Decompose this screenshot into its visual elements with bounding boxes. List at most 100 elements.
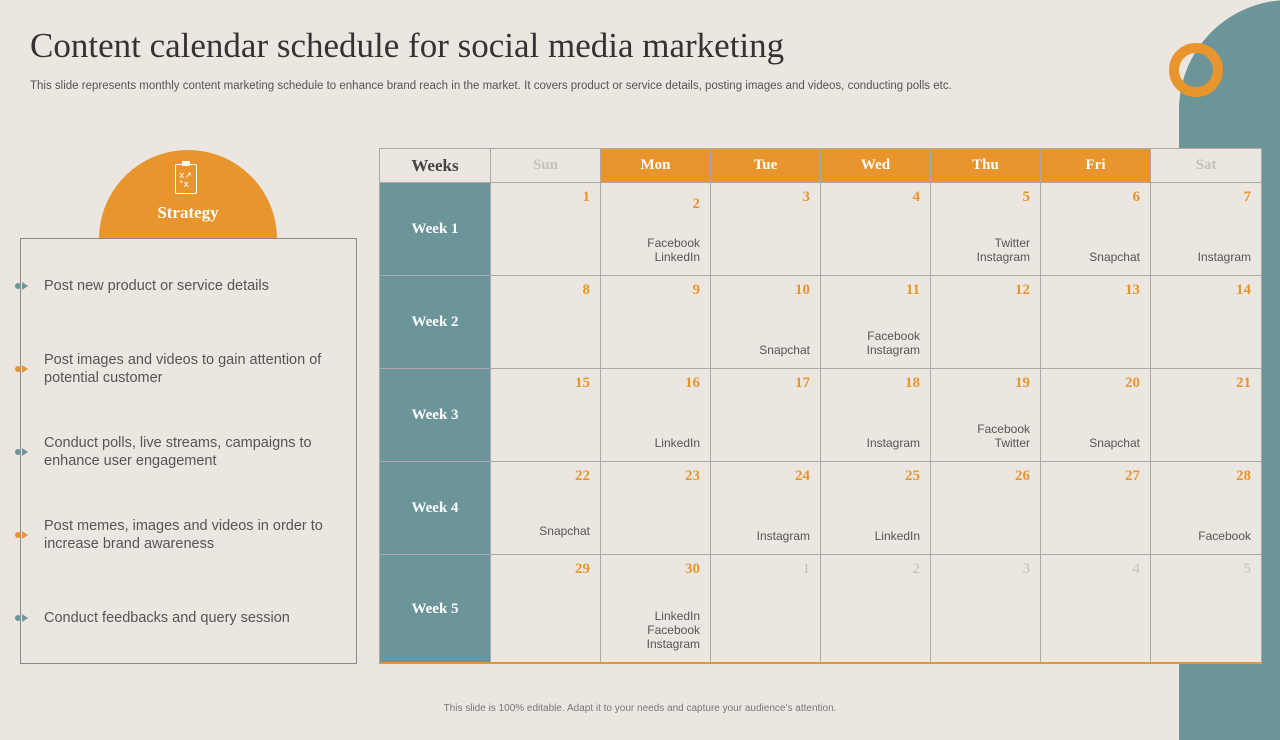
day-number: 4 (1132, 561, 1141, 577)
week-row: Week 4 22 Snapchat 23 24 Instagram 25 LinkedIn 2… (379, 461, 1262, 555)
day-header-sat: Sat (1150, 148, 1262, 183)
week-label: Week 5 (379, 554, 491, 664)
day-number: 14 (1236, 282, 1251, 298)
day-cell: 30 LinkedIn Facebook Instagram (600, 554, 711, 664)
strategy-list-panel (20, 238, 357, 664)
post-channel: Facebook (1198, 529, 1251, 543)
day-number: 3 (1022, 561, 1031, 577)
week-label: Week 2 (379, 275, 491, 369)
post-channel: Instagram (1197, 250, 1251, 264)
post-channels: Facebook Twitter (977, 422, 1030, 450)
week-label: Week 3 (379, 368, 491, 462)
strategy-label: Strategy (157, 203, 219, 222)
post-channel: Snapchat (1089, 436, 1140, 450)
post-channels: Twitter Instagram (977, 236, 1030, 264)
strategy-item: Post new product or service details (44, 278, 269, 294)
day-number: 26 (1015, 468, 1030, 484)
strategy-item: Conduct polls, live streams, campaigns t… (44, 435, 312, 469)
day-cell: 7 Instagram (1150, 182, 1262, 276)
post-channels: Facebook (1198, 529, 1251, 543)
day-number: 13 (1125, 282, 1140, 298)
day-number: 4 (912, 189, 921, 205)
day-number: 17 (795, 375, 810, 391)
post-channel: Instagram (866, 343, 920, 357)
day-number: 5 (1022, 189, 1031, 205)
post-channel: LinkedIn (654, 250, 700, 264)
week-label: Week 4 (379, 461, 491, 555)
post-channels: Instagram (757, 529, 810, 543)
day-cell: 29 (490, 554, 601, 664)
day-cell: 28 Facebook (1150, 461, 1262, 555)
day-header-fri: Fri (1040, 148, 1151, 183)
bullet-marker (15, 282, 31, 290)
day-number: 16 (685, 375, 700, 391)
strategy-item: Conduct feedbacks and query session (44, 610, 290, 626)
bullet-marker (15, 531, 31, 539)
day-cell: 25 LinkedIn (820, 461, 931, 555)
strategy-item: Post images and videos to gain attention… (44, 352, 322, 386)
post-channel: Instagram (976, 250, 1030, 264)
day-number: 22 (575, 468, 590, 484)
clipboard-strategy-icon: x↗ °x (175, 161, 197, 194)
post-channel: Snapchat (759, 343, 810, 357)
day-cell: 2 (820, 554, 931, 664)
post-channels: Facebook Instagram (867, 329, 920, 357)
day-number: 8 (582, 282, 591, 298)
day-number: 25 (905, 468, 920, 484)
day-cell: 8 (490, 275, 601, 369)
day-cell: 5 (1150, 554, 1262, 664)
post-channels: LinkedIn (655, 436, 700, 450)
day-cell: 11 Facebook Instagram (820, 275, 931, 369)
post-channel: LinkedIn (874, 529, 920, 543)
bullet-marker (15, 365, 31, 373)
day-cell: 4 (1040, 554, 1151, 664)
week-row: Week 1 1 2 Facebook LinkedIn 3 4 5 Twitter Instag… (379, 182, 1262, 276)
post-channels: LinkedIn Facebook Instagram (647, 609, 700, 651)
day-cell: 12 (930, 275, 1041, 369)
bullet-marker (15, 448, 31, 456)
day-cell: 19 Facebook Twitter (930, 368, 1041, 462)
day-number: 2 (912, 561, 921, 577)
day-cell: 18 Instagram (820, 368, 931, 462)
day-cell: 16 LinkedIn (600, 368, 711, 462)
day-number: 18 (905, 375, 920, 391)
day-number: 29 (575, 561, 590, 577)
day-number: 20 (1125, 375, 1140, 391)
post-channel: Facebook (977, 422, 1030, 436)
day-header-sun: Sun (490, 148, 601, 183)
day-cell: 6 Snapchat (1040, 182, 1151, 276)
day-cell: 9 (600, 275, 711, 369)
day-number: 2 (692, 196, 701, 212)
post-channel: Snapchat (539, 524, 590, 538)
post-channels: Facebook LinkedIn (647, 236, 700, 264)
day-number: 10 (795, 282, 810, 298)
day-number: 21 (1236, 375, 1251, 391)
day-header-wed: Wed (820, 148, 931, 183)
day-number: 24 (795, 468, 810, 484)
day-cell: 21 (1150, 368, 1262, 462)
day-cell: 24 Instagram (710, 461, 821, 555)
weeks-header: Weeks (379, 148, 491, 183)
post-channels: Snapchat (1089, 250, 1140, 264)
strategy-item: Post memes, images and videos in order t… (44, 518, 323, 552)
day-cell: 23 (600, 461, 711, 555)
post-channel: Snapchat (1089, 250, 1140, 264)
day-header-thu: Thu (930, 148, 1041, 183)
day-number: 12 (1015, 282, 1030, 298)
post-channel: Instagram (866, 436, 920, 450)
week-row: Week 2 8 9 10 Snapchat 11 Facebook Instagram 12 1… (379, 275, 1262, 369)
post-channel: LinkedIn (654, 609, 700, 623)
bullet-marker (15, 614, 31, 622)
post-channel: Instagram (756, 529, 810, 543)
day-cell: 26 (930, 461, 1041, 555)
day-cell: 17 (710, 368, 821, 462)
day-number: 11 (905, 282, 920, 298)
calendar-header-row: Weeks Sun Mon Tue Wed Thu Fri Sat (379, 148, 1262, 183)
post-channel: Instagram (646, 637, 700, 651)
post-channels: Instagram (1198, 250, 1251, 264)
post-channel: Twitter (994, 236, 1030, 250)
day-cell: 5 Twitter Instagram (930, 182, 1041, 276)
post-channels: Snapchat (1089, 436, 1140, 450)
post-channels: Snapchat (539, 524, 590, 538)
day-cell: 13 (1040, 275, 1151, 369)
